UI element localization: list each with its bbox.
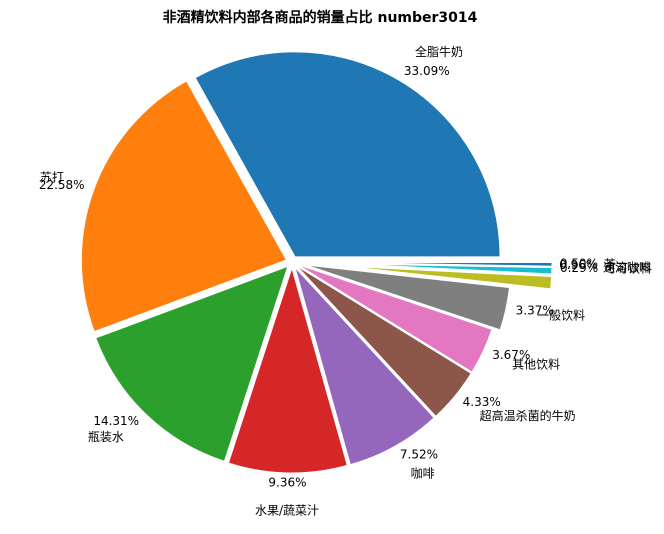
pie-slice [80, 80, 288, 333]
value-label: 14.31% [93, 414, 139, 428]
category-label: 咖啡 [411, 466, 435, 481]
category-label: 水果/蔬菜汁 [255, 503, 319, 517]
pie-slice [194, 51, 501, 258]
value-label: 0.50% [560, 257, 598, 271]
category-label: 超高温杀菌的牛奶 [480, 408, 576, 423]
pie-slice [346, 262, 553, 267]
pie-slice [296, 265, 472, 418]
category-label: 茶 [604, 257, 616, 272]
pie-slice [95, 265, 289, 462]
category-label: 其他饮料 [512, 357, 560, 371]
category-label: 全脂牛奶 [415, 44, 463, 59]
pie-slice [305, 264, 510, 331]
value-label: 3.37% [516, 304, 554, 318]
value-label: 4.33% [463, 395, 501, 409]
value-label: 9.36% [268, 475, 306, 489]
value-label: 33.09% [404, 64, 450, 78]
value-label: 0.29% [560, 261, 598, 275]
pie-slice [346, 263, 553, 275]
pie-slice [227, 266, 348, 474]
chart-title: 非酒精饮料内部各商品的销量占比 number3014 [163, 9, 478, 26]
category-label: 速溶咖啡 [603, 260, 651, 275]
category-label: 瓶装水 [88, 430, 124, 444]
pie-slice [294, 266, 435, 466]
category-label: 一般饮料 [537, 307, 585, 322]
pie-slice [297, 264, 493, 373]
value-label: 7.52% [400, 447, 438, 461]
category-label: 苏打 [40, 171, 64, 185]
category-label: 可可饮料 [604, 261, 652, 275]
value-label: 22.58% [39, 178, 85, 192]
value-label: 3.67% [492, 348, 530, 362]
value-label: 0.96% [559, 258, 597, 272]
pie-slice [346, 265, 553, 290]
